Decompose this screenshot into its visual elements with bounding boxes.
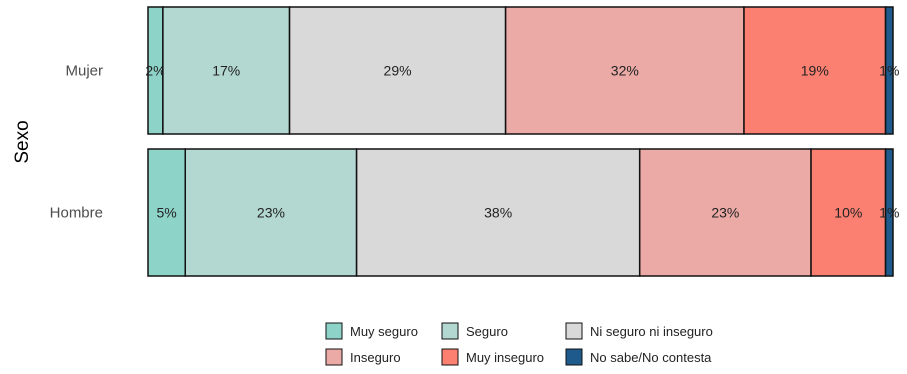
data-label-mujer-seguro: 17% <box>212 63 240 79</box>
category-label-mujer: Mujer <box>65 63 103 80</box>
bar-segment-hombre-no-sabe-no-contesta <box>884 148 894 277</box>
legend-label-inseguro: Inseguro <box>350 350 401 365</box>
legend-label-no-sabe-no-contesta: No sabe/No contesta <box>590 350 712 365</box>
bar-segment-mujer-seguro <box>162 6 291 135</box>
data-label-hombre-no-sabe-no-contesta: 1% <box>879 205 899 221</box>
data-label-mujer-ni-seguro-ni-inseguro: 29% <box>384 63 412 79</box>
legend-label-ni-seguro-ni-inseguro: Ni seguro ni inseguro <box>590 324 713 339</box>
legend-key-no-sabe-no-contesta <box>565 348 583 366</box>
bar-segment-mujer-inseguro <box>504 6 745 135</box>
bar-segment-hombre-ni-seguro-ni-inseguro <box>355 148 641 277</box>
data-label-hombre-ni-seguro-ni-inseguro: 38% <box>484 205 512 221</box>
bar-segment-hombre-inseguro <box>638 148 812 277</box>
legend-label-muy-inseguro: Muy inseguro <box>466 350 544 365</box>
data-label-hombre-muy-inseguro: 10% <box>834 205 862 221</box>
legend-label-muy-seguro: Muy seguro <box>350 324 418 339</box>
data-label-hombre-seguro: 23% <box>257 205 285 221</box>
data-label-mujer-no-sabe-no-contesta: 1% <box>879 63 899 79</box>
legend-label-seguro: Seguro <box>466 324 508 339</box>
bar-segment-hombre-muy-seguro <box>147 148 186 277</box>
y-axis-title: Sexo <box>12 120 33 163</box>
data-label-hombre-muy-seguro: 5% <box>157 205 177 221</box>
legend: Muy seguro Seguro Ni seguro ni inseguro Ins… <box>325 322 713 366</box>
bar-segment-mujer-no-sabe-no-contesta <box>884 6 894 135</box>
legend-key-muy-seguro <box>325 322 343 340</box>
category-label-hombre: Hombre <box>50 205 103 222</box>
data-label-mujer-inseguro: 32% <box>611 63 639 79</box>
bar-segment-hombre-muy-inseguro <box>810 148 887 277</box>
legend-key-seguro <box>441 322 459 340</box>
data-label-mujer-muy-seguro: 2% <box>145 63 165 79</box>
bars-group: Mujer 2% 17% 29% 32% 19% 1% Hombre 5% 23% 38% 23% 10… <box>50 6 899 277</box>
bar-segment-hombre-seguro <box>184 148 358 277</box>
data-label-mujer-muy-inseguro: 19% <box>801 63 829 79</box>
legend-key-ni-seguro-ni-inseguro <box>565 322 583 340</box>
data-label-hombre-inseguro: 23% <box>711 205 739 221</box>
legend-key-inseguro <box>325 348 343 366</box>
legend-key-muy-inseguro <box>441 348 459 366</box>
bar-segment-mujer-muy-inseguro <box>743 6 887 135</box>
